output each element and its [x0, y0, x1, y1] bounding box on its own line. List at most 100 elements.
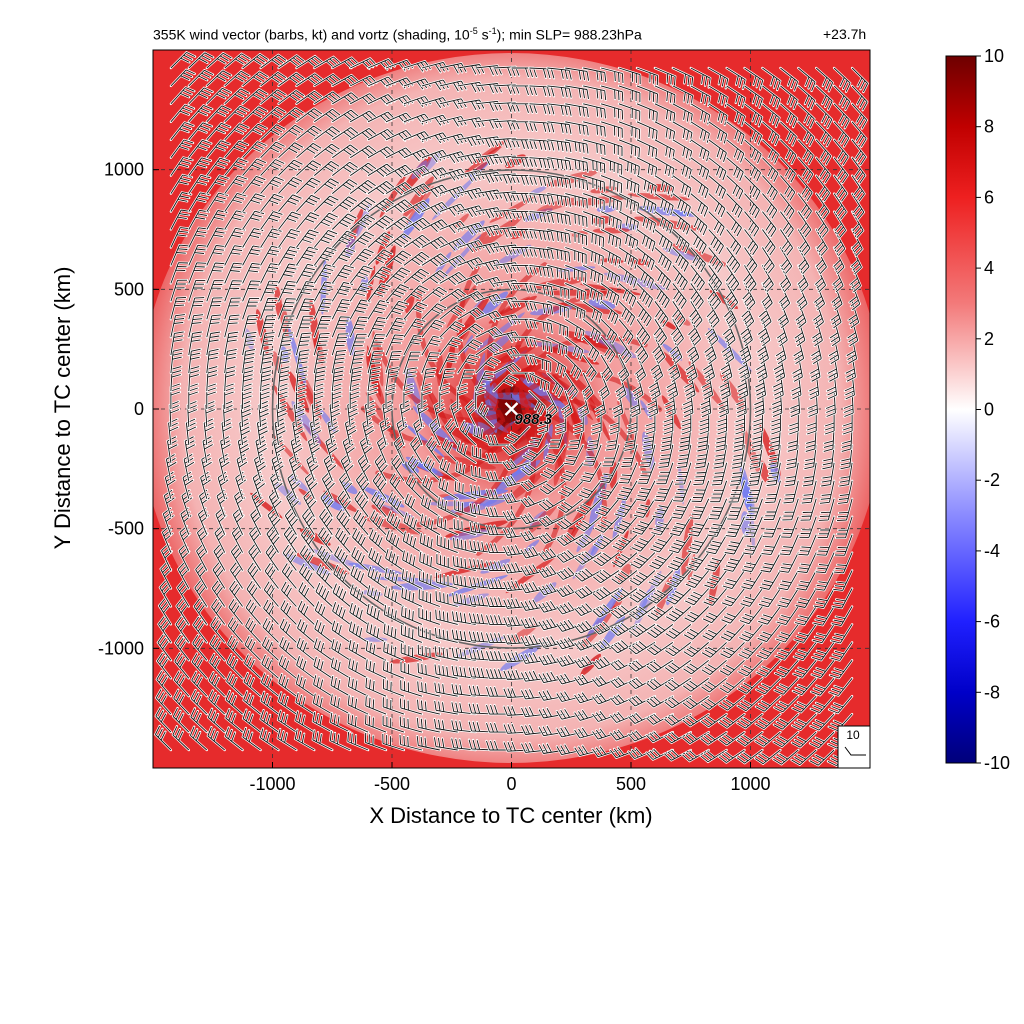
y-tick-label: 500: [114, 279, 144, 299]
wind-barb: [299, 563, 315, 589]
wind-barb: [207, 726, 225, 751]
wind-barb: [720, 354, 733, 382]
wind-barb: [260, 298, 278, 320]
wind-barb: [258, 400, 269, 427]
negative-vorticity-streak: [374, 502, 414, 518]
wind-barb: [742, 283, 756, 310]
wind-barb: [226, 654, 243, 679]
wind-barb: [574, 638, 602, 651]
wind-barb: [511, 67, 537, 78]
wind-barb: [382, 715, 405, 733]
wind-barb: [726, 157, 744, 181]
wind-barb: [243, 672, 261, 697]
wind-barb: [385, 284, 410, 302]
wind-barb: [594, 516, 620, 533]
wind-barb: [557, 516, 584, 530]
wind-barb: [493, 226, 520, 238]
wind-barb: [158, 598, 172, 625]
wind-barb: [224, 331, 239, 356]
reference-barb-label: 10: [846, 728, 860, 742]
wind-barb: [228, 599, 243, 625]
wind-barb: [278, 673, 297, 697]
wind-barb: [330, 676, 351, 697]
wind-barb: [831, 283, 843, 311]
wind-barb: [802, 462, 817, 487]
wind-barb: [242, 228, 264, 248]
wind-barb: [295, 332, 312, 356]
wind-barb: [192, 635, 208, 661]
wind-barb: [740, 588, 763, 607]
wind-barb: [242, 727, 261, 751]
wind-barb: [829, 678, 853, 696]
wind-barb: [331, 383, 342, 409]
wind-barb: [502, 510, 530, 521]
wind-barb: [558, 480, 584, 497]
wind-barb: [737, 695, 763, 712]
wind-barb: [245, 599, 261, 625]
wind-barb: [313, 316, 332, 338]
wind-barb: [189, 726, 208, 751]
wind-barb: [264, 562, 279, 589]
wind-barb: [503, 706, 530, 716]
wind-barb: [529, 67, 555, 79]
wind-barb: [851, 139, 867, 166]
wind-barb: [365, 677, 387, 697]
wind-barb: [600, 85, 624, 102]
wind-barb: [421, 167, 449, 180]
wind-barb: [597, 480, 620, 500]
wind-barb: [170, 157, 193, 176]
wind-barb: [296, 108, 323, 123]
wind-barb: [270, 471, 283, 499]
wind-barb: [538, 707, 566, 719]
wind-barb: [335, 527, 351, 553]
wind-barb: [260, 72, 287, 87]
wind-barb: [719, 695, 745, 711]
wind-barb: [400, 643, 423, 661]
wind-barb: [439, 352, 460, 374]
wind-barb: [188, 104, 213, 123]
wind-barb: [511, 139, 537, 149]
wind-barb: [621, 444, 638, 467]
wind-barb: [556, 726, 584, 738]
wind-barb: [704, 570, 727, 589]
wind-barb: [367, 215, 394, 230]
wind-barb: [769, 426, 781, 452]
wind-barb: [520, 564, 548, 576]
wind-barb: [690, 265, 705, 291]
wind-barb: [780, 247, 793, 274]
wind-barb: [521, 724, 548, 735]
wind-barb: [636, 265, 654, 289]
wind-barb: [700, 713, 727, 728]
wind-barb: [207, 708, 225, 733]
wind-barb: [206, 297, 223, 320]
wind-barb: [654, 67, 676, 86]
x-tick-label: -1000: [249, 774, 295, 794]
wind-barb: [366, 603, 387, 625]
wind-barb: [349, 128, 377, 141]
wind-barb: [331, 213, 357, 230]
wind-barb: [493, 191, 520, 202]
wind-barb: [813, 301, 824, 329]
wind-barb: [385, 164, 413, 178]
wind-barb: [556, 709, 584, 720]
wind-barb: [190, 708, 208, 733]
wind-barb: [296, 55, 323, 69]
wind-barb: [419, 552, 440, 571]
wind-barb: [787, 426, 799, 452]
wind-barb: [748, 462, 763, 486]
wind-barb: [810, 695, 835, 714]
wind-barb: [610, 729, 638, 741]
wind-barb: [780, 103, 798, 128]
wind-barb: [181, 489, 193, 517]
wind-barb: [334, 546, 351, 571]
wind-barb: [383, 605, 405, 625]
wind-barb: [674, 462, 692, 485]
wind-barb: [758, 606, 781, 625]
wind-barb: [400, 661, 423, 679]
wind-barb: [832, 588, 853, 609]
wind-barb: [539, 480, 566, 495]
wind-barb: [421, 236, 449, 250]
wind-barb: [582, 354, 597, 381]
wind-barb: [206, 210, 228, 230]
wind-barb: [724, 301, 737, 329]
